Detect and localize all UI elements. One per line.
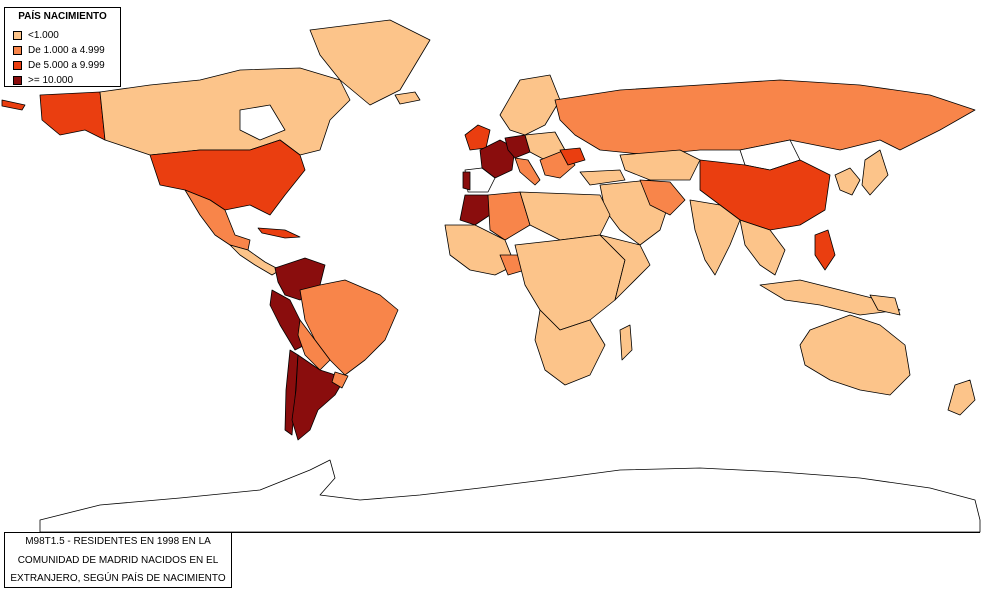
legend-swatch bbox=[13, 76, 22, 85]
region-iran bbox=[639, 179, 686, 216]
region-central-america bbox=[229, 244, 281, 276]
region-madagascar bbox=[619, 324, 633, 361]
region-portugal bbox=[462, 171, 471, 191]
region-uk-ireland bbox=[464, 124, 491, 151]
region-brazil bbox=[299, 279, 399, 376]
region-canada bbox=[99, 67, 351, 156]
region-scandinavia bbox=[499, 74, 561, 136]
legend-label: <1.000 bbox=[28, 30, 59, 41]
region-argentina bbox=[291, 354, 346, 441]
region-ecuador-peru bbox=[269, 289, 306, 351]
region-greenland bbox=[309, 19, 431, 106]
legend-item: >= 10.000 bbox=[13, 75, 73, 86]
region-north-africa bbox=[519, 191, 611, 241]
region-png bbox=[869, 294, 901, 316]
map-bottom-frame bbox=[4, 532, 980, 533]
legend-title: PAÍS NACIMIENTO bbox=[18, 11, 107, 22]
legend-item: <1.000 bbox=[13, 30, 59, 41]
region-southern-africa bbox=[534, 309, 606, 386]
caption-line: COMUNIDAD DE MADRID NACIDOS EN EL bbox=[17, 554, 219, 566]
region-korea-japan bbox=[834, 167, 861, 196]
region-turkey bbox=[579, 169, 626, 186]
region-philippines bbox=[814, 229, 836, 271]
region-west-africa bbox=[444, 224, 516, 276]
legend-item: De 1.000 a 4.999 bbox=[13, 45, 105, 56]
region-iceland bbox=[394, 91, 421, 105]
map-legend: PAÍS NACIMIENTO <1.000 De 1.000 a 4.999 … bbox=[4, 7, 121, 87]
region-indonesia bbox=[759, 279, 901, 316]
region-east-africa bbox=[599, 234, 651, 301]
region-hudson-bay bbox=[239, 104, 286, 141]
region-russia bbox=[554, 79, 976, 156]
region-morocco bbox=[459, 194, 491, 226]
region-alaska bbox=[39, 91, 106, 141]
region-cuba bbox=[257, 227, 301, 239]
legend-swatch bbox=[13, 31, 22, 40]
legend-label: >= 10.000 bbox=[28, 75, 74, 86]
region-kazakhstan bbox=[619, 149, 701, 181]
legend-swatch bbox=[13, 46, 22, 55]
region-algeria bbox=[487, 191, 531, 241]
region-mexico bbox=[184, 189, 251, 251]
region-italy bbox=[514, 157, 541, 186]
region-china bbox=[699, 159, 831, 231]
region-aleutians bbox=[1, 99, 26, 111]
region-southeast-asia bbox=[739, 219, 786, 276]
region-romania bbox=[559, 147, 586, 166]
region-new-zealand bbox=[947, 379, 976, 416]
caption-line: EXTRANJERO, SEGÚN PAÍS DE NACIMIENTO bbox=[10, 573, 226, 584]
region-japan bbox=[861, 149, 889, 196]
caption-line: M98T1.5 - RESIDENTES EN 1998 EN LA bbox=[25, 536, 211, 547]
region-india bbox=[689, 199, 741, 276]
region-australia bbox=[799, 314, 911, 396]
legend-label: De 1.000 a 4.999 bbox=[28, 45, 105, 56]
region-uruguay bbox=[331, 371, 349, 389]
region-central-africa bbox=[514, 234, 626, 331]
region-germany bbox=[504, 134, 531, 159]
region-antarctica bbox=[39, 459, 981, 533]
legend-label: De 5.000 a 9.999 bbox=[28, 60, 105, 71]
legend-item: De 5.000 a 9.999 bbox=[13, 60, 105, 71]
legend-swatch bbox=[13, 61, 22, 70]
map-caption: M98T1.5 - RESIDENTES EN 1998 EN LA COMUN… bbox=[4, 532, 232, 588]
